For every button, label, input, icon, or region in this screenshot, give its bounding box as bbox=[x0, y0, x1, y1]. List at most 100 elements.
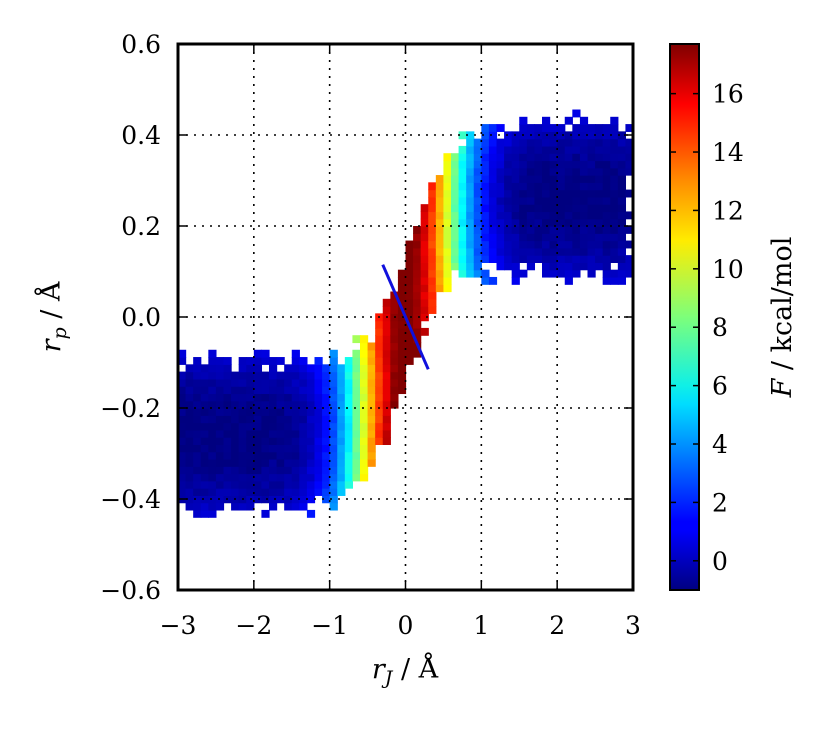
heatmap-cell bbox=[579, 255, 589, 263]
heatmap-cell bbox=[390, 357, 399, 365]
heatmap-cell bbox=[458, 131, 467, 140]
heatmap-cell bbox=[390, 378, 399, 387]
heatmap-cell bbox=[587, 218, 596, 227]
colorbar bbox=[669, 43, 700, 591]
heatmap-cell bbox=[572, 247, 581, 256]
heatmap-cell bbox=[390, 291, 399, 300]
heatmap-cell bbox=[367, 422, 376, 431]
heatmap-cell bbox=[610, 226, 619, 234]
heatmap-cell bbox=[314, 488, 323, 496]
heatmap-cell bbox=[193, 393, 202, 402]
y-tick-label: 0.0 bbox=[121, 303, 161, 332]
heatmap-cell bbox=[435, 269, 445, 278]
heatmap-cell bbox=[390, 371, 399, 380]
heatmap-cell bbox=[322, 408, 331, 416]
heatmap-cell bbox=[314, 473, 323, 482]
heatmap-cell bbox=[178, 415, 187, 424]
heatmap-cell bbox=[504, 145, 513, 154]
heatmap-cell bbox=[405, 269, 414, 278]
heatmap-cell bbox=[193, 364, 202, 373]
heatmap-cell bbox=[511, 262, 520, 271]
heatmap-cell bbox=[579, 204, 589, 213]
heatmap-cell bbox=[458, 240, 467, 249]
heatmap-cell bbox=[481, 269, 490, 278]
heatmap-cell bbox=[223, 364, 232, 373]
heatmap-cell bbox=[564, 276, 573, 285]
heatmap-cell bbox=[610, 233, 619, 242]
heatmap-cell bbox=[299, 422, 308, 431]
heatmap-cell bbox=[200, 509, 209, 518]
heatmap-cell bbox=[329, 495, 338, 504]
heatmap-cell bbox=[572, 145, 581, 154]
heatmap-cell bbox=[299, 364, 308, 373]
heatmap-cell bbox=[322, 429, 331, 438]
colorbar-tick-label: 2 bbox=[712, 488, 728, 517]
heatmap-cell bbox=[200, 444, 209, 453]
heatmap-cell bbox=[466, 262, 475, 271]
heatmap-cell bbox=[178, 437, 187, 445]
heatmap-cell bbox=[246, 357, 255, 365]
heatmap-cell bbox=[276, 458, 285, 467]
heatmap-cell bbox=[617, 226, 627, 234]
heatmap-cell bbox=[549, 182, 558, 191]
heatmap-cell bbox=[564, 262, 573, 271]
heatmap-cell bbox=[185, 408, 194, 416]
heatmap-cell bbox=[451, 262, 460, 271]
heatmap-cell bbox=[549, 233, 558, 242]
heatmap-cell bbox=[306, 422, 316, 431]
heatmap-cell bbox=[458, 196, 467, 205]
heatmap-cell bbox=[451, 247, 460, 256]
heatmap-cell bbox=[231, 480, 240, 489]
heatmap-cell bbox=[246, 480, 255, 489]
heatmap-cell bbox=[200, 458, 209, 467]
heatmap-cell bbox=[579, 160, 589, 169]
heatmap-cell bbox=[337, 458, 346, 467]
heatmap-cell bbox=[238, 400, 247, 409]
heatmap-cell bbox=[549, 196, 558, 205]
heatmap-cell bbox=[595, 226, 604, 234]
heatmap-cell bbox=[549, 138, 558, 147]
heatmap-cell bbox=[291, 437, 300, 445]
heatmap-cell bbox=[246, 502, 255, 511]
heatmap-cell bbox=[284, 400, 293, 409]
heatmap-cell bbox=[557, 262, 566, 271]
heatmap-cell bbox=[435, 262, 445, 271]
heatmap-cell bbox=[193, 458, 202, 467]
heatmap-cell bbox=[269, 466, 278, 475]
heatmap-cell bbox=[253, 371, 263, 380]
heatmap-cell bbox=[246, 378, 255, 387]
heatmap-cell bbox=[360, 422, 369, 431]
heatmap-cell bbox=[519, 211, 528, 220]
heatmap-cell bbox=[542, 138, 551, 147]
heatmap-cell bbox=[246, 444, 255, 453]
heatmap-cell bbox=[443, 204, 452, 213]
heatmap-cell bbox=[314, 364, 323, 373]
heatmap-cell bbox=[200, 495, 209, 504]
heatmap-cell bbox=[253, 488, 263, 496]
heatmap-cell bbox=[557, 153, 566, 162]
heatmap-cell bbox=[208, 444, 217, 453]
heatmap-cell bbox=[253, 473, 263, 482]
heatmap-cell bbox=[200, 415, 209, 424]
heatmap-cell bbox=[435, 247, 445, 256]
heatmap-cell bbox=[223, 422, 232, 431]
heatmap-cell bbox=[602, 255, 611, 263]
heatmap-cell bbox=[193, 473, 202, 482]
heatmap-cell bbox=[587, 145, 596, 154]
heatmap-cell bbox=[587, 255, 596, 263]
heatmap-cell bbox=[276, 415, 285, 424]
heatmap-cell bbox=[534, 182, 543, 191]
heatmap-cell bbox=[625, 167, 633, 176]
heatmap-cell bbox=[519, 124, 528, 132]
x-tick-label: 1 bbox=[473, 611, 489, 640]
heatmap-cell bbox=[504, 247, 513, 256]
heatmap-cell bbox=[466, 233, 475, 242]
heatmap-cell bbox=[306, 509, 316, 518]
heatmap-cell bbox=[193, 437, 202, 445]
heatmap-cell bbox=[587, 182, 596, 191]
heatmap-cell bbox=[451, 182, 460, 191]
heatmap-cell bbox=[481, 145, 490, 154]
heatmap-cell bbox=[215, 393, 225, 402]
heatmap-cell bbox=[382, 415, 391, 424]
heatmap-cell bbox=[269, 357, 278, 365]
